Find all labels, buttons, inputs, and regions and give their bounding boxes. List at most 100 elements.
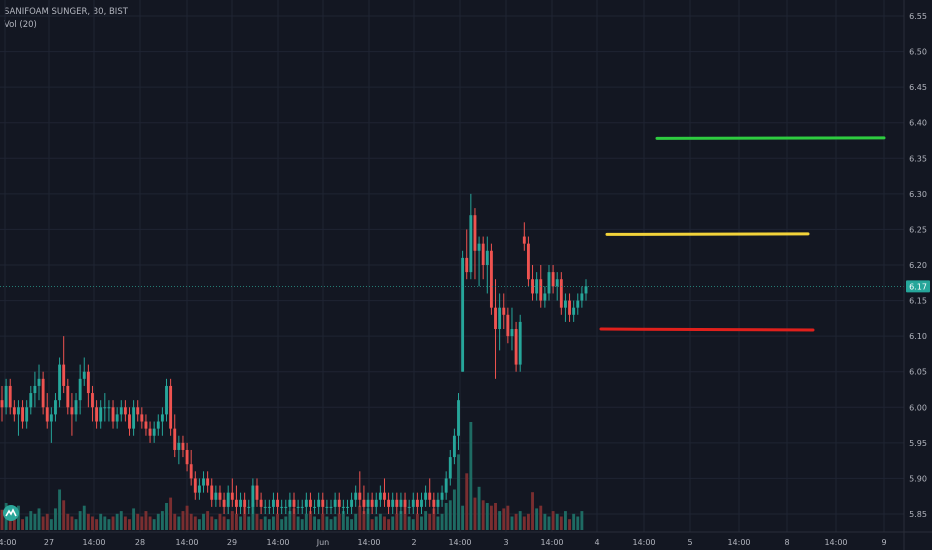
- horizontal-level-line[interactable]: [655, 136, 886, 140]
- volume-bar: [78, 511, 82, 530]
- volume-bar: [251, 503, 255, 530]
- volume-bar: [498, 511, 502, 530]
- time-axis: 14:00 27 14:00 28 14:00 29 14:00 Jun 14:00 2 14:00…: [0, 531, 932, 547]
- volume-bar: [263, 516, 267, 530]
- x-tick-label: Jun: [316, 538, 330, 547]
- candle: [115, 407, 119, 429]
- volume-bar: [243, 505, 247, 530]
- volume-bar: [300, 519, 304, 530]
- candle: [230, 478, 234, 507]
- volume-bar: [115, 513, 119, 530]
- volume-bar: [555, 513, 559, 530]
- candle: [580, 286, 584, 308]
- volume-bar: [66, 513, 70, 530]
- volume-bar: [362, 511, 366, 530]
- candle-body: [33, 385, 37, 394]
- candle: [341, 499, 345, 514]
- x-tick-label: 14:00: [448, 538, 471, 547]
- candle: [325, 499, 329, 514]
- candle-body: [506, 314, 510, 337]
- volume-bar: [457, 454, 460, 530]
- volume-bar: [551, 511, 555, 530]
- candle: [494, 279, 497, 379]
- volume-bar: [399, 511, 403, 530]
- volume-bar: [128, 519, 131, 530]
- candle-body: [82, 371, 86, 379]
- volume-bar: [181, 511, 185, 530]
- candle: [263, 499, 267, 514]
- candle: [547, 265, 551, 301]
- volume-bar: [111, 516, 115, 530]
- candle: [267, 499, 271, 514]
- volume-bar: [378, 513, 382, 530]
- tradingview-logo-icon: [3, 505, 19, 521]
- candle-body: [498, 307, 502, 330]
- candle: [218, 485, 222, 507]
- candle-body: [514, 329, 518, 365]
- candle: [70, 393, 74, 436]
- candle: [222, 492, 226, 514]
- candle: [259, 492, 263, 514]
- candle-body: [62, 364, 66, 386]
- volume-bar: [391, 516, 395, 530]
- x-tick-label: 14:00: [727, 538, 750, 547]
- volume-bar: [210, 516, 214, 530]
- candle: [321, 492, 325, 514]
- volume-bar: [169, 497, 173, 530]
- candle-body: [469, 215, 473, 273]
- candle: [247, 499, 251, 514]
- x-tick-label: 29: [227, 538, 237, 547]
- volume-bar: [420, 516, 423, 530]
- candle-body: [448, 457, 452, 479]
- volume-bar: [572, 513, 576, 530]
- candle: [526, 236, 530, 287]
- candle-body: [518, 321, 522, 365]
- candle-body: [29, 393, 33, 408]
- candle: [304, 492, 308, 514]
- volume-bar: [374, 516, 378, 530]
- candle: [41, 371, 45, 415]
- candle-body: [502, 307, 506, 315]
- candle-body: [0, 400, 4, 408]
- candle: [502, 293, 506, 330]
- x-tick-label: 4: [594, 538, 599, 547]
- candle-body: [226, 492, 230, 507]
- volume-bar: [276, 513, 279, 530]
- y-tick-label: 6.40: [909, 119, 927, 128]
- volume-bar: [86, 513, 90, 530]
- candle-body: [210, 485, 214, 500]
- volume-bar: [510, 516, 514, 530]
- x-tick-label: 3: [503, 538, 508, 547]
- horizontal-level-line[interactable]: [599, 327, 815, 332]
- candle-body: [197, 485, 201, 493]
- volume-bar: [535, 508, 539, 530]
- candle-body: [440, 492, 444, 500]
- candle: [420, 492, 423, 514]
- candle: [415, 492, 419, 514]
- candle-body: [91, 393, 94, 408]
- x-tick-label: 14:00: [824, 538, 847, 547]
- volume-bar: [473, 497, 477, 530]
- volume-bar: [341, 511, 345, 530]
- candle-body: [304, 499, 308, 507]
- volume-bar: [239, 516, 242, 530]
- candle: [33, 371, 37, 408]
- volume-bar: [522, 516, 526, 530]
- chart-legend: SANIFOAM SUNGER, 30, BIST Vol (20): [4, 6, 128, 32]
- volume-bar: [271, 516, 275, 530]
- candle-body: [333, 499, 337, 507]
- volume-bar: [395, 513, 399, 530]
- candle-body: [366, 499, 370, 507]
- candle-body: [543, 293, 547, 301]
- candle-body: [378, 492, 382, 500]
- volume-bar: [284, 516, 288, 530]
- candle: [21, 400, 25, 429]
- candle-body: [17, 407, 20, 415]
- volume-bar: [568, 519, 571, 530]
- volume-bar: [247, 516, 251, 530]
- horizontal-level-line[interactable]: [605, 232, 810, 236]
- candle-body: [325, 506, 329, 508]
- candle-body: [477, 243, 481, 251]
- indicator-label: Vol (20): [4, 20, 37, 30]
